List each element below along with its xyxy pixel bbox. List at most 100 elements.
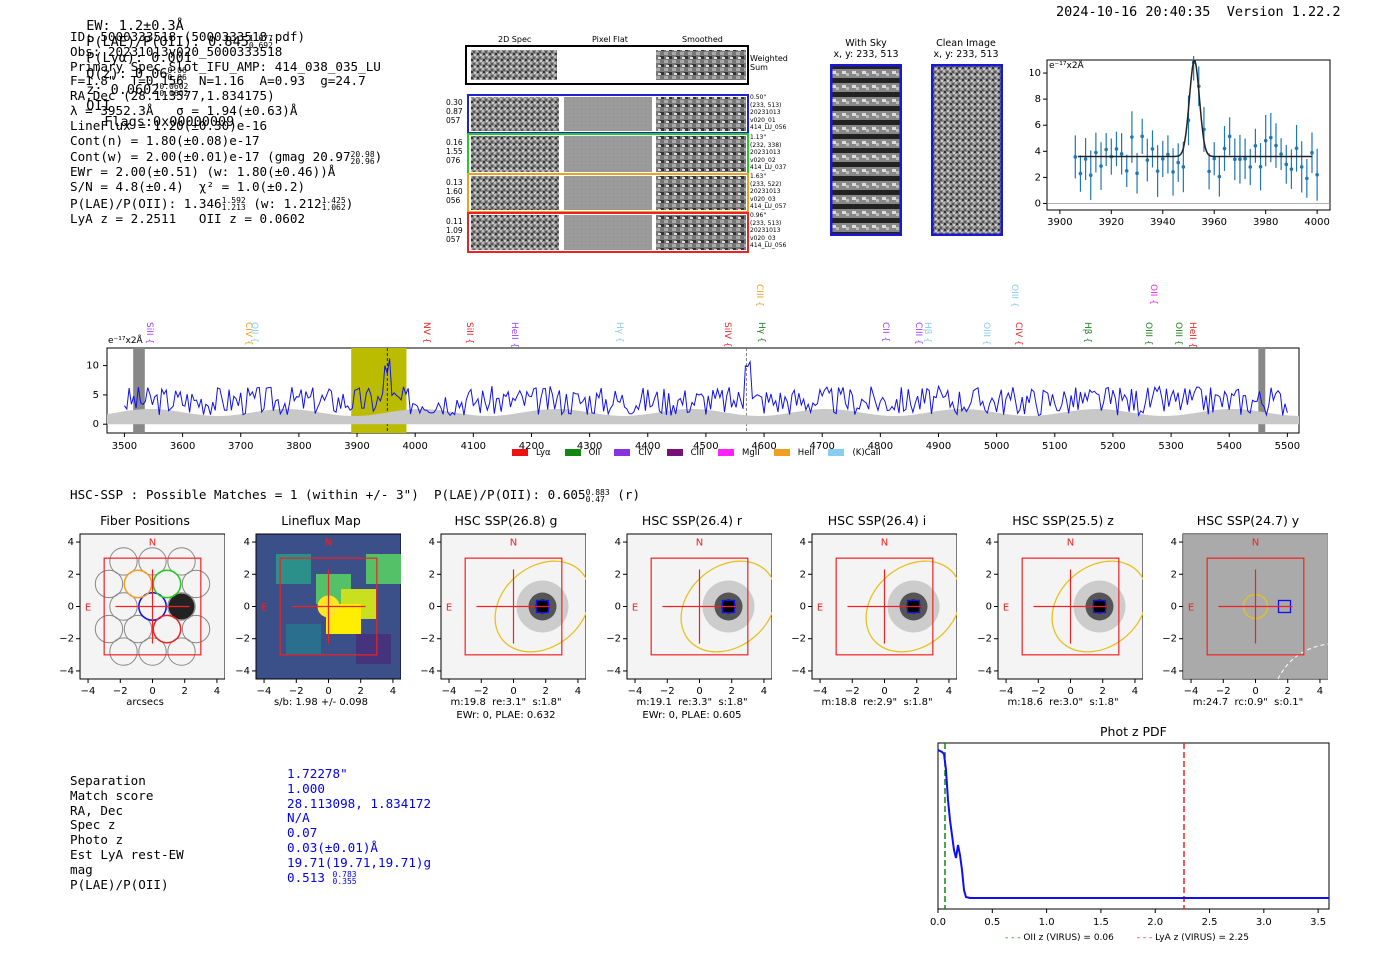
cutout-grid xyxy=(465,45,749,253)
hsc-panel-caption: m:19.8 re:3.1" s:1.8" xyxy=(450,697,562,708)
zoom-point xyxy=(1289,167,1294,171)
match-label-radec: RA, Dec xyxy=(70,802,124,818)
hsc-ytick: 0 xyxy=(429,602,435,613)
spec-line-label: CIII { xyxy=(913,322,923,345)
spec-xtick: 4600 xyxy=(751,441,776,452)
info-lyaz: LyA z = 2.2511 OII z = 0.0602 xyxy=(70,210,306,226)
match-label-photoz: Photo z xyxy=(70,832,124,848)
match-label-separation: Separation xyxy=(70,773,146,788)
info-plae-lo: 1.213 xyxy=(221,203,246,213)
spec-line-label: OIII { xyxy=(1173,322,1183,346)
zoom-point xyxy=(1171,170,1175,174)
header-qz-lo: 0.06 xyxy=(167,73,187,82)
hsc-panel-title: HSC SSP(26.8) g xyxy=(454,513,558,528)
east-marker: E xyxy=(632,603,638,614)
zoom-point xyxy=(1083,157,1088,161)
zoom-ytick: 10 xyxy=(1030,68,1041,79)
spec-line-label: SiII { xyxy=(464,322,474,344)
hsc-xtick: 0 xyxy=(510,686,516,697)
hsc-ytick: 2 xyxy=(68,569,74,580)
east-marker: E xyxy=(817,603,823,614)
zoom-point xyxy=(1222,146,1227,151)
hsc-panel-image: N E −4 −4 −2 −2 0 0 2 2 4 4 xyxy=(606,533,772,697)
row-notes-2: 1.13" (232, 338) 20231013 v020_02 414_LU_037 xyxy=(750,134,787,171)
hsc-panel-image: N E −4 −4 −2 −2 0 0 2 2 4 4 xyxy=(791,533,957,697)
hsc-xtick: 0 xyxy=(696,686,702,697)
zoom-ytick: 2 xyxy=(1035,172,1041,183)
match-value-specz: N/A xyxy=(287,810,310,826)
info-id: ID: 5000333518 (5000333518.pdf) xyxy=(70,29,306,44)
row-notes-1: 0.50" (233, 513) 20231013 v020_01 414_LU_056 xyxy=(750,94,787,131)
match-value-score: 1.000 xyxy=(287,780,325,796)
hsc-xtick: −4 xyxy=(1184,686,1199,697)
hsc-ytick: 0 xyxy=(244,602,250,613)
row-weights-2: 0.16 1.55 076 xyxy=(446,138,463,165)
hsc-xtick: 0 xyxy=(325,686,331,697)
zoom-point xyxy=(1088,173,1093,178)
hsc-xtick: −4 xyxy=(813,686,828,697)
zoom-ytick: 4 xyxy=(1035,146,1041,157)
photz-xtick: 1.5 xyxy=(1093,917,1109,928)
spec-line-label: CIV { xyxy=(1013,322,1023,346)
header-plae-lo: 0.692 xyxy=(248,41,273,50)
spec-line-label: HeII { xyxy=(509,322,519,348)
clean-image xyxy=(931,64,1003,236)
photz-title: Phot z PDF xyxy=(1100,724,1167,739)
spec-legend-item: (K)CaII xyxy=(828,448,881,458)
withsky-image xyxy=(830,64,902,236)
col-smoothed-label: Smoothed xyxy=(682,35,723,44)
hsc-panel-caption-2: EWr: 0, PLAE: 0.632 xyxy=(456,710,556,721)
zoom-point xyxy=(1104,147,1108,152)
north-marker: N xyxy=(1067,537,1074,548)
info-ewr: EWr = 2.00(±0.51) (w: 1.80(±0.46))Å xyxy=(70,164,336,180)
hsc-ytick: 2 xyxy=(615,569,621,580)
col-2dspec-label: 2D Spec xyxy=(498,35,532,44)
spec-line-label: CIV { xyxy=(243,322,253,346)
hsc-ytick: 0 xyxy=(800,602,806,613)
header-plae-hi: 1.077 xyxy=(248,34,273,43)
hsc-xtick: −2 xyxy=(1216,686,1231,697)
match-values: 1.72278" 1.000 28.113098, 1.834172 N/A 0… xyxy=(287,766,432,885)
hsc-ytick: 4 xyxy=(429,537,435,548)
header-plae: P(LAE)/P(OII): 0.845 xyxy=(86,34,249,50)
spec-line-label: Hβ { xyxy=(922,322,932,343)
hsc-xtick: 2 xyxy=(358,686,364,697)
spec-xtick: 4500 xyxy=(693,441,718,452)
info-plae: P(LAE)/P(OII): 1.346 1.592 1.213 (w: 1.212… xyxy=(70,195,354,213)
zoom-point xyxy=(1274,143,1278,148)
spec-line-label: OIII { xyxy=(1009,284,1019,308)
info-plae-w: (w: 1.212 xyxy=(253,195,322,211)
north-marker: N xyxy=(696,537,703,548)
header-z-lo: 0.0602 xyxy=(159,89,189,98)
match-value-radec: 28.113098, 1.834172 xyxy=(287,795,432,811)
zoom-point xyxy=(1099,164,1103,168)
north-marker: N xyxy=(149,537,156,548)
hsc-ytick: 4 xyxy=(615,537,621,548)
hsc-ytick: 4 xyxy=(986,537,992,548)
zoom-point xyxy=(1212,156,1217,161)
spec-xtick: 3700 xyxy=(228,441,253,452)
photz-xtick: 2.5 xyxy=(1202,917,1218,928)
zoom-point xyxy=(1119,152,1124,156)
spec-xtick: 3600 xyxy=(170,441,195,452)
hsc-ytick: 0 xyxy=(1171,602,1177,613)
hsc-panel-title: Fiber Positions xyxy=(100,513,190,528)
zoom-xtick: 3940 xyxy=(1150,217,1175,228)
zoom-point xyxy=(1243,156,1247,161)
hsc-ytick: 4 xyxy=(244,537,250,548)
photz-xtick: 0.5 xyxy=(984,917,1000,928)
photz-xtick: 3.5 xyxy=(1310,917,1326,928)
spec-xtick: 4900 xyxy=(926,441,951,452)
hsc-ytick: −4 xyxy=(791,666,806,677)
hsc-ytick: 0 xyxy=(615,602,621,613)
withsky-label: With Sky x, y: 233, 513 xyxy=(833,38,899,60)
spec-line-label: SiII { xyxy=(144,322,154,344)
hsc-ytick: 4 xyxy=(1171,537,1177,548)
full-spectrum: SiII {CIV {OII {NV {SiII {HeII {Hγ {SiIV… xyxy=(86,284,1300,452)
header-z: z: 0.0602 xyxy=(86,82,160,98)
info-primary: Primary Spec_Slot_IFU_AMP: 414_038_035_L… xyxy=(70,58,381,74)
hsc-xtick: 4 xyxy=(946,686,952,697)
header-version: Version 1.22.2 xyxy=(1226,4,1341,20)
header-summary: EW: 1.2±0.3Å P(LAE)/P(OII): 0.845 1.077 0.… xyxy=(70,2,273,130)
spec-line-label: OII { xyxy=(249,322,259,343)
